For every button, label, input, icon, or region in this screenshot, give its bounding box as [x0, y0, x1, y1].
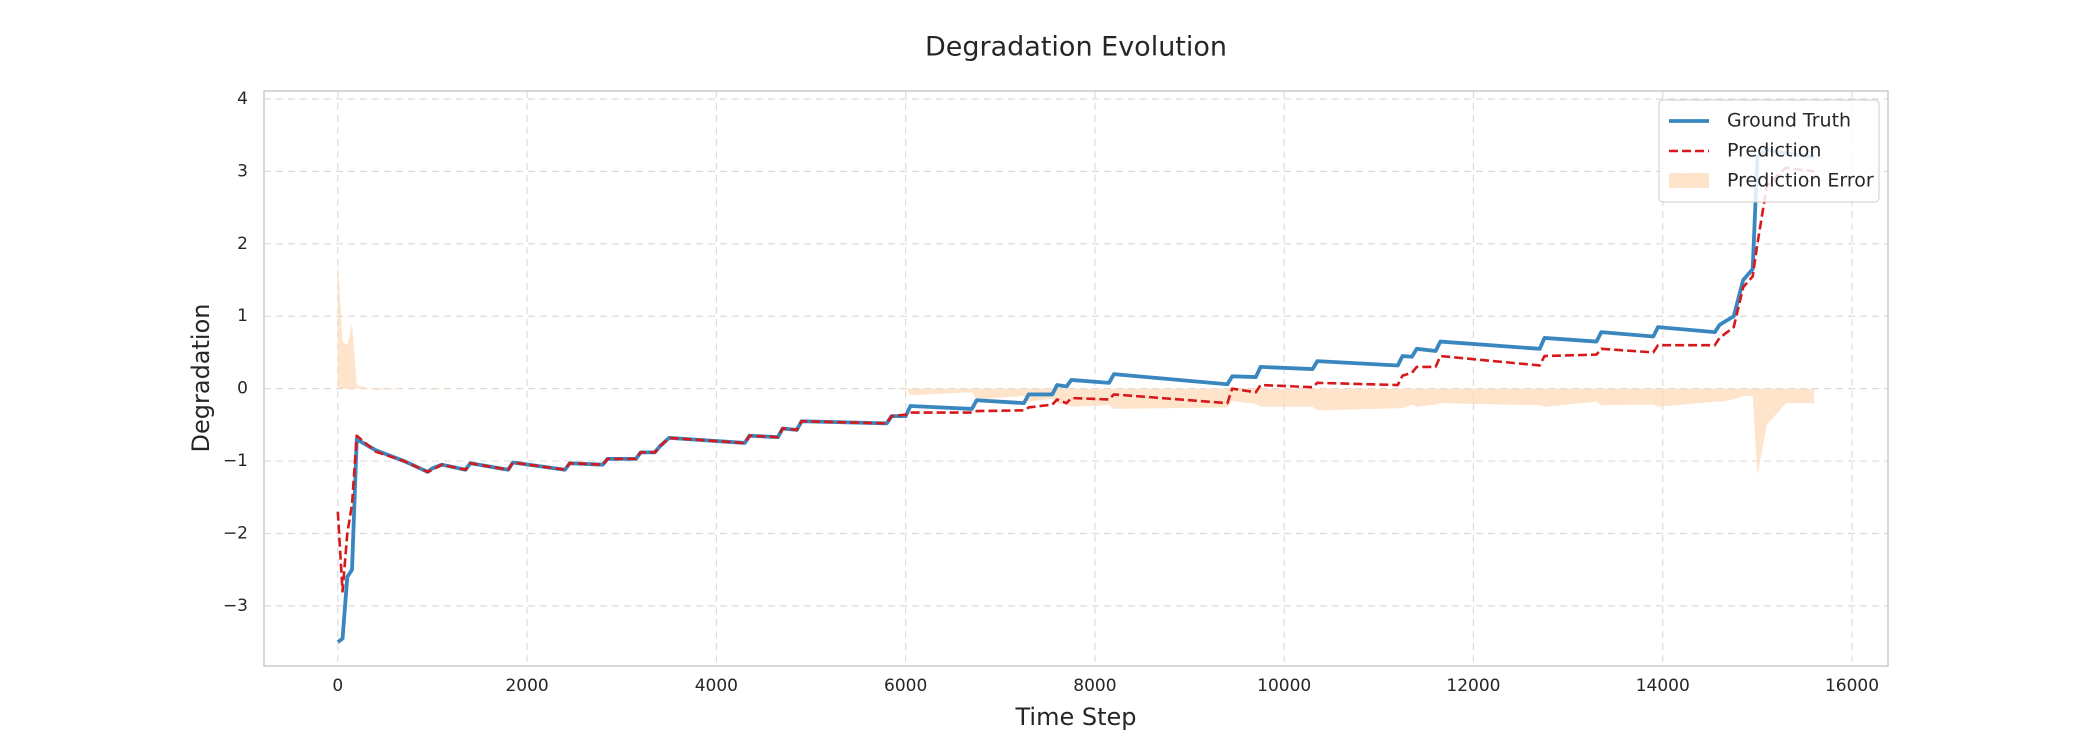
legend-label: Ground Truth	[1727, 110, 1851, 132]
plot-frame	[263, 90, 1889, 667]
legend-label: Prediction Error	[1727, 170, 1874, 192]
y-tick-label: 3	[237, 161, 248, 181]
legend-box	[1658, 99, 1880, 203]
x-tick-label: 8000	[1073, 676, 1116, 696]
y-tick-label: −1	[223, 451, 248, 471]
x-tick-label: 6000	[884, 676, 927, 696]
x-axis-label: Time Step	[1014, 703, 1136, 731]
y-tick-label: 2	[237, 234, 248, 254]
error-area	[337, 258, 1815, 476]
x-tick-label: 12000	[1446, 676, 1500, 696]
y-tick-label: 0	[237, 379, 248, 399]
x-tick-label: 14000	[1636, 676, 1690, 696]
legend-label: Prediction	[1727, 140, 1821, 162]
x-tick-label: 2000	[505, 676, 548, 696]
y-tick-label: 1	[237, 306, 248, 326]
x-tick-label: 0	[332, 676, 343, 696]
x-tick-label: 10000	[1257, 676, 1311, 696]
y-tick-label: 4	[237, 89, 248, 109]
legend-swatch	[1669, 173, 1709, 188]
prediction-line	[336, 166, 1815, 593]
y-tick-label: −3	[223, 596, 248, 616]
x-tick-label: 4000	[695, 676, 738, 696]
chart-title: Degradation Evolution	[925, 32, 1227, 63]
y-tick-label: −2	[223, 523, 248, 543]
x-tick-label: 16000	[1825, 676, 1879, 696]
y-axis-label: Degradation	[187, 304, 215, 453]
